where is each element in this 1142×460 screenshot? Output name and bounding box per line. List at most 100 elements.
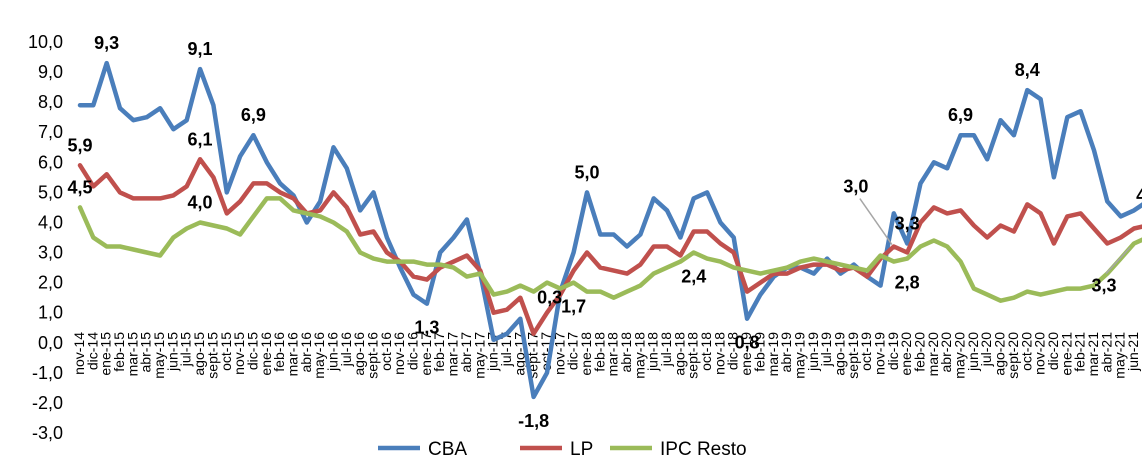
y-tick-label: 9,0 (38, 62, 63, 82)
x-tick-label: sept-16 (365, 332, 381, 379)
x-tick-label: dic-19 (885, 332, 901, 370)
x-tick-label: jun-19 (805, 332, 821, 372)
data-label: 9,3 (94, 33, 119, 53)
x-tick-label: abr-18 (618, 332, 634, 373)
x-tick-label: jun-15 (164, 332, 180, 372)
data-label: 4,5 (67, 177, 92, 197)
y-tick-label: 6,0 (38, 152, 63, 172)
x-tick-label: abr-16 (298, 332, 314, 373)
x-tick-label: feb-21 (1072, 332, 1088, 372)
x-tick-label: mar-19 (765, 332, 781, 377)
x-tick-label: feb-18 (591, 332, 607, 372)
x-axis: nov-14dic-14ene-15feb-15mar-15abr-15may-… (71, 332, 1141, 379)
data-label: 6,9 (241, 105, 266, 125)
legend: CBA LP IPC Resto (378, 439, 747, 460)
x-tick-label: sept-20 (1005, 332, 1021, 379)
y-tick-label: 0,0 (38, 333, 63, 353)
data-label: 6,9 (948, 105, 973, 125)
label-leader-lines (859, 198, 1131, 275)
x-tick-label: mar-16 (284, 332, 300, 377)
series-lines (77, 60, 1142, 400)
data-label: 6,1 (188, 129, 213, 149)
x-tick-label: nov-17 (551, 332, 567, 375)
x-tick-label: nov-15 (231, 332, 247, 375)
x-tick-label: ene-18 (578, 332, 594, 376)
data-label: 4,4 (1136, 185, 1142, 205)
data-label: 9,1 (188, 39, 213, 59)
x-tick-label: mar-20 (925, 332, 941, 377)
series-line-ipc-resto (77, 196, 1142, 303)
data-label: 2,4 (681, 267, 706, 287)
x-tick-label: jun-18 (645, 332, 661, 372)
x-tick-label: may-21 (1112, 332, 1128, 379)
x-tick-label: mar-18 (605, 332, 621, 377)
x-tick-label: mar-17 (445, 332, 461, 377)
x-tick-label: may-20 (952, 332, 968, 379)
x-tick-label: feb-19 (751, 332, 767, 372)
data-labels: 9,39,16,91,3-1,85,00,83,36,98,44,75,96,1… (67, 33, 1142, 431)
y-axis: -3,0 -2,0 -1,0 0,0 1,0 2,0 3,0 4,0 5,0 6,0 7,0 8,0 9… (28, 32, 63, 443)
x-tick-label: ene-15 (98, 332, 114, 376)
y-tick-label: 5,0 (38, 182, 63, 202)
x-tick-label: abr-15 (138, 332, 154, 373)
x-tick-label: ene-16 (258, 332, 274, 376)
x-tick-label: ago-18 (671, 332, 687, 376)
data-label: 0,3 (537, 288, 562, 308)
series-line-cba (77, 60, 1142, 400)
data-label: 3,3 (1091, 276, 1116, 296)
data-label: 2,8 (895, 273, 920, 293)
y-tick-label: -1,0 (32, 363, 63, 383)
x-tick-label: sept-19 (845, 332, 861, 379)
x-tick-label: nov-14 (71, 332, 87, 375)
x-tick-label: mar-15 (124, 332, 140, 377)
data-label: 5,9 (67, 135, 92, 155)
x-tick-label: may-19 (791, 332, 807, 379)
legend-label: LP (570, 439, 593, 460)
x-tick-label: dic-14 (84, 332, 100, 370)
x-tick-label: jun-21 (1125, 332, 1141, 372)
x-tick-label: may-15 (151, 332, 167, 379)
y-tick-label: -2,0 (32, 393, 63, 413)
y-tick-label: 8,0 (38, 92, 63, 112)
data-label: 3,3 (895, 214, 920, 234)
x-tick-label: jun-17 (485, 332, 501, 372)
x-tick-label: dic-20 (1045, 332, 1061, 370)
x-tick-label: feb-15 (111, 332, 127, 372)
x-tick-label: nov-20 (1032, 332, 1048, 375)
x-tick-label: oct-16 (378, 332, 394, 371)
x-tick-label: jul-19 (818, 332, 834, 367)
x-tick-label: dic-15 (244, 332, 260, 370)
x-tick-label: may-16 (311, 332, 327, 379)
y-tick-label: 1,0 (38, 303, 63, 323)
x-tick-label: feb-20 (912, 332, 928, 372)
x-tick-label: may-18 (631, 332, 647, 379)
data-label: 4,0 (188, 192, 213, 212)
x-tick-label: ene-17 (418, 332, 434, 376)
x-tick-label: ago-20 (992, 332, 1008, 376)
y-tick-label: 7,0 (38, 122, 63, 142)
x-tick-label: abr-21 (1098, 332, 1114, 373)
data-label: 8,4 (1015, 60, 1040, 80)
x-tick-label: nov-19 (872, 332, 888, 375)
x-tick-label: dic-18 (725, 332, 741, 370)
x-tick-label: ago-15 (191, 332, 207, 376)
x-tick-label: dic-17 (565, 332, 581, 370)
x-tick-label: feb-16 (271, 332, 287, 372)
legend-label: CBA (428, 439, 467, 460)
x-tick-label: ene-21 (1058, 332, 1074, 376)
data-label: 0,8 (735, 333, 760, 353)
x-tick-label: sept-18 (685, 332, 701, 379)
leader-line (1105, 247, 1131, 275)
x-tick-label: abr-19 (778, 332, 794, 373)
data-label: 1,3 (414, 318, 439, 338)
data-label: -1,8 (518, 411, 549, 431)
x-tick-label: feb-17 (431, 332, 447, 372)
x-tick-label: sept-15 (204, 332, 220, 379)
x-tick-label: abr-20 (938, 332, 954, 373)
x-tick-label: abr-17 (458, 332, 474, 373)
x-tick-label: oct-18 (698, 332, 714, 371)
x-tick-label: dic-16 (405, 332, 421, 370)
data-label: 5,0 (574, 162, 599, 182)
x-tick-label: nov-18 (711, 332, 727, 375)
